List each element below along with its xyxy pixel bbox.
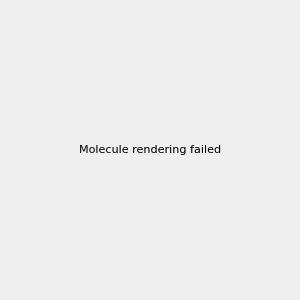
Text: Molecule rendering failed: Molecule rendering failed [79, 145, 221, 155]
